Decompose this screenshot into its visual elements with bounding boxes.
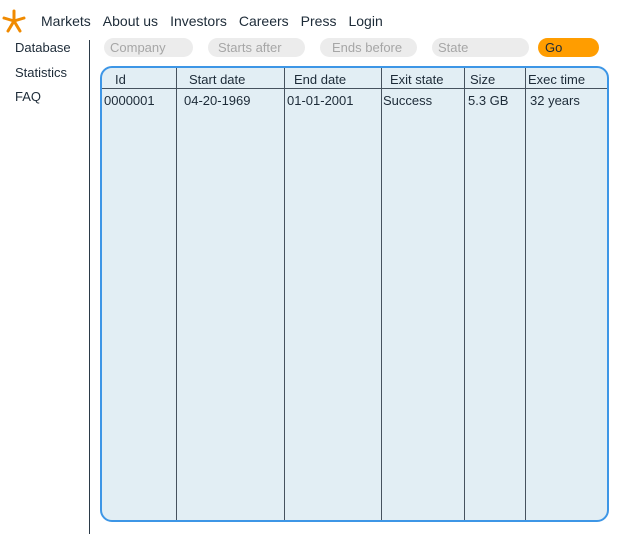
company-filter	[104, 38, 193, 57]
sidebar-divider	[89, 40, 90, 534]
asterisk-star-logo-icon	[2, 9, 26, 33]
nav-login[interactable]: Login	[348, 13, 383, 29]
column-header-id[interactable]: Id	[115, 72, 126, 87]
nav-markets[interactable]: Markets	[41, 13, 91, 29]
company-input[interactable]	[110, 38, 193, 57]
ends-before-filter	[320, 38, 417, 57]
column-header-end-date[interactable]: End date	[294, 72, 347, 87]
column-header-start-date[interactable]: Start date	[189, 72, 246, 87]
ends-before-input[interactable]	[332, 38, 417, 57]
nav-about-us[interactable]: About us	[102, 13, 159, 29]
table-cell-id: 0000001	[104, 93, 155, 108]
nav-careers[interactable]: Careers	[238, 13, 289, 29]
sidebar-item-statistics[interactable]: Statistics	[15, 64, 68, 80]
column-header-exec-time[interactable]: Exec time	[528, 72, 586, 87]
sidebar: Database Statistics FAQ	[15, 40, 71, 114]
starts-after-filter	[208, 38, 305, 57]
table-cell-size: 5.3 GB	[468, 93, 509, 108]
state-filter	[432, 38, 529, 57]
column-header-exit-state[interactable]: Exit state	[390, 72, 444, 87]
column-divider	[284, 68, 285, 520]
nav-press[interactable]: Press	[300, 13, 337, 29]
go-button[interactable]: Go	[538, 38, 599, 57]
sidebar-item-faq[interactable]: FAQ	[15, 89, 42, 104]
table-cell-end-date: 01-01-2001	[287, 93, 354, 108]
column-header-size[interactable]: Size	[470, 72, 496, 87]
table-cell-exit-state: Success	[383, 93, 433, 108]
header-divider	[102, 88, 607, 89]
column-divider	[464, 68, 465, 520]
state-input[interactable]	[438, 38, 529, 57]
nav-investors[interactable]: Investors	[170, 13, 227, 29]
top-navigation: Markets About us Investors Careers Press…	[41, 13, 383, 29]
starts-after-input[interactable]	[218, 38, 305, 57]
results-table: Id Start date End date Exit state Size E…	[100, 66, 609, 522]
sidebar-item-database[interactable]: Database	[15, 40, 71, 55]
column-divider	[176, 68, 177, 520]
column-divider	[381, 68, 382, 520]
column-divider	[525, 68, 526, 520]
table-cell-start-date: 04-20-1969	[184, 93, 251, 108]
table-cell-exec-time: 32 years	[530, 93, 580, 108]
